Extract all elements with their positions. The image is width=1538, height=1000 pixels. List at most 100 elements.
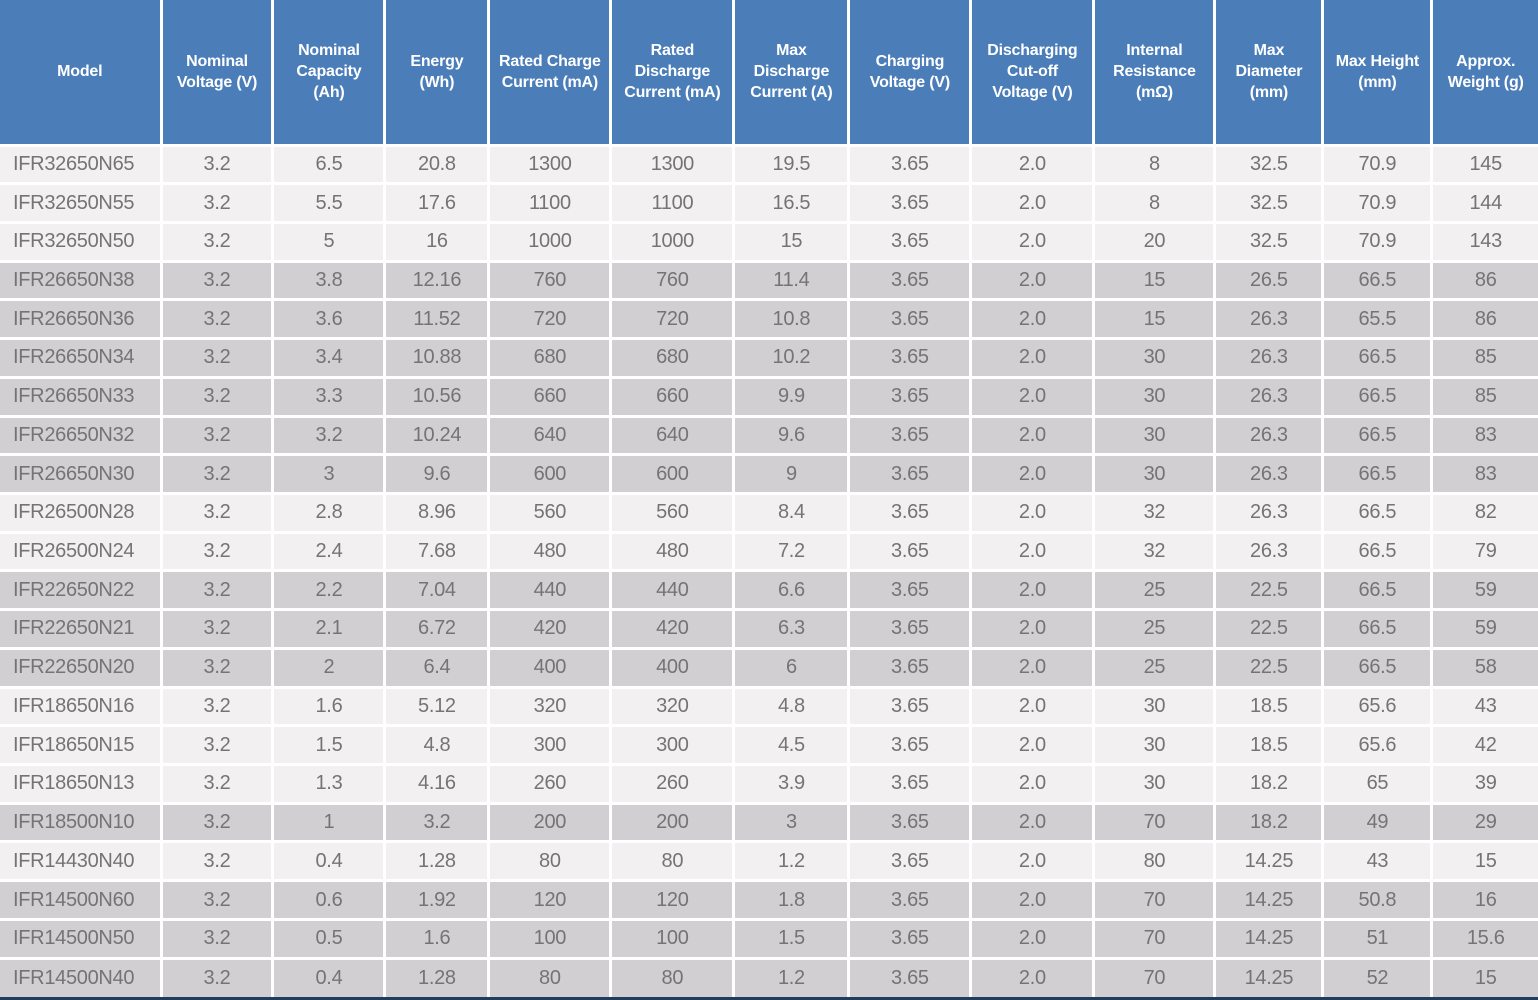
table-cell: 29 bbox=[1430, 801, 1538, 844]
table-cell: 2.0 bbox=[969, 182, 1096, 224]
table-cell: 85 bbox=[1430, 337, 1538, 379]
table-cell: 14.25 bbox=[1213, 840, 1325, 883]
table-cell: 3.4 bbox=[271, 337, 387, 379]
table-cell: 260 bbox=[609, 763, 736, 805]
header-cell-discharging-cutoff-voltage: Discharging Cut-off Voltage (V) bbox=[969, 0, 1096, 147]
table-cell: 3.2 bbox=[159, 414, 275, 457]
table-cell: 80 bbox=[1092, 840, 1217, 883]
table-cell: 760 bbox=[487, 259, 613, 302]
table-row: IFR14500N50 3.2 0.5 1.6 100 100 1.5 3.65 2.0 70 14… bbox=[0, 917, 1538, 960]
table-cell: 26.3 bbox=[1213, 375, 1325, 418]
table-cell: 2.0 bbox=[969, 956, 1096, 997]
table-cell: 3.65 bbox=[847, 646, 973, 689]
header-cell-charging-voltage: Charging Voltage (V) bbox=[847, 0, 973, 147]
table-cell: 58 bbox=[1430, 646, 1538, 689]
table-cell: 66.5 bbox=[1321, 569, 1434, 612]
table-cell: 3.2 bbox=[159, 840, 275, 883]
table-cell: 120 bbox=[609, 879, 736, 921]
table-cell: 5 bbox=[271, 220, 387, 263]
table-cell: 5.5 bbox=[271, 182, 387, 224]
model-cell: IFR22650N21 bbox=[0, 608, 163, 650]
table-cell: 3.2 bbox=[159, 530, 275, 573]
table-cell: 2.0 bbox=[969, 724, 1096, 766]
table-cell: 32 bbox=[1092, 491, 1217, 534]
table-cell: 6.6 bbox=[732, 569, 851, 612]
table-cell: 0.6 bbox=[271, 879, 387, 921]
table-row: IFR18650N15 3.2 1.5 4.8 300 300 4.5 3.65 2.0 30 18… bbox=[0, 724, 1538, 766]
table-cell: 3.2 bbox=[159, 491, 275, 534]
header-cell-energy: Energy (Wh) bbox=[383, 0, 491, 147]
table-cell: 143 bbox=[1430, 220, 1538, 263]
table-cell: 18.5 bbox=[1213, 724, 1325, 766]
table-cell: 9.6 bbox=[732, 414, 851, 457]
table-cell: 3.65 bbox=[847, 259, 973, 302]
table-row: IFR26650N32 3.2 3.2 10.24 640 640 9.6 3.65 2.0 30… bbox=[0, 414, 1538, 457]
table-cell: 440 bbox=[487, 569, 613, 612]
table-row: IFR18650N13 3.2 1.3 4.16 260 260 3.9 3.65 2.0 30 1… bbox=[0, 763, 1538, 805]
model-cell: IFR26650N32 bbox=[0, 414, 163, 457]
table-cell: 17.6 bbox=[383, 182, 491, 224]
table-cell: 3.65 bbox=[847, 182, 973, 224]
table-cell: 1.6 bbox=[271, 685, 387, 728]
model-cell: IFR22650N20 bbox=[0, 646, 163, 689]
table-cell: 26.5 bbox=[1213, 259, 1325, 302]
table-cell: 12.16 bbox=[383, 259, 491, 302]
header-cell-max-discharge-current: Max Discharge Current (A) bbox=[732, 0, 851, 147]
table-cell: 70.9 bbox=[1321, 143, 1434, 186]
table-cell: 83 bbox=[1430, 453, 1538, 495]
table-cell: 3.8 bbox=[271, 259, 387, 302]
model-cell: IFR26500N24 bbox=[0, 530, 163, 573]
table-cell: 30 bbox=[1092, 685, 1217, 728]
table-cell: 82 bbox=[1430, 491, 1538, 534]
table-row: IFR22650N21 3.2 2.1 6.72 420 420 6.3 3.65 2.0 25 2… bbox=[0, 608, 1538, 650]
header-cell-internal-resistance: Internal Resistance (mΩ) bbox=[1092, 0, 1217, 147]
table-cell: 3.65 bbox=[847, 143, 973, 186]
table-cell: 2.0 bbox=[969, 530, 1096, 573]
table-cell: 7.68 bbox=[383, 530, 491, 573]
table-cell: 1300 bbox=[609, 143, 736, 186]
table-cell: 66.5 bbox=[1321, 646, 1434, 689]
table-cell: 15 bbox=[1430, 956, 1538, 997]
table-cell: 560 bbox=[487, 491, 613, 534]
table-cell: 8.96 bbox=[383, 491, 491, 534]
table-cell: 300 bbox=[609, 724, 736, 766]
table-cell: 65 bbox=[1321, 763, 1434, 805]
table-cell: 3.2 bbox=[159, 608, 275, 650]
table-cell: 65.5 bbox=[1321, 298, 1434, 341]
table-cell: 100 bbox=[487, 917, 613, 960]
model-cell: IFR32650N65 bbox=[0, 143, 163, 186]
table-cell: 8.4 bbox=[732, 491, 851, 534]
table-row: IFR26650N38 3.2 3.8 12.16 760 760 11.4 3.65 2.0 1… bbox=[0, 259, 1538, 302]
table-cell: 10.8 bbox=[732, 298, 851, 341]
table-cell: 22.5 bbox=[1213, 608, 1325, 650]
model-cell: IFR32650N55 bbox=[0, 182, 163, 224]
table-cell: 3.65 bbox=[847, 840, 973, 883]
table-cell: 32.5 bbox=[1213, 220, 1325, 263]
header-cell-approx-weight: Approx. Weight (g) bbox=[1430, 0, 1538, 147]
table-cell: 3.65 bbox=[847, 491, 973, 534]
table-cell: 3.2 bbox=[159, 917, 275, 960]
table-cell: 4.8 bbox=[732, 685, 851, 728]
table-cell: 26.3 bbox=[1213, 453, 1325, 495]
table-cell: 18.2 bbox=[1213, 801, 1325, 844]
table-row: IFR26650N33 3.2 3.3 10.56 660 660 9.9 3.65 2.0 30… bbox=[0, 375, 1538, 418]
table-cell: 70 bbox=[1092, 879, 1217, 921]
table-cell: 80 bbox=[487, 956, 613, 997]
table-cell: 1.28 bbox=[383, 956, 491, 997]
table-cell: 79 bbox=[1430, 530, 1538, 573]
table-cell: 86 bbox=[1430, 298, 1538, 341]
table-cell: 15 bbox=[732, 220, 851, 263]
table-cell: 3.65 bbox=[847, 337, 973, 379]
table-cell: 7.04 bbox=[383, 569, 491, 612]
model-cell: IFR26650N38 bbox=[0, 259, 163, 302]
model-cell: IFR18650N16 bbox=[0, 685, 163, 728]
model-cell: IFR14500N40 bbox=[0, 956, 163, 997]
table-cell: 10.88 bbox=[383, 337, 491, 379]
table-cell: 66.5 bbox=[1321, 491, 1434, 534]
table-cell: 4.5 bbox=[732, 724, 851, 766]
table-header: Model Nominal Voltage (V) Nominal Capacity… bbox=[0, 0, 1538, 147]
table-cell: 100 bbox=[609, 917, 736, 960]
model-cell: IFR26500N28 bbox=[0, 491, 163, 534]
table-cell: 70.9 bbox=[1321, 182, 1434, 224]
model-cell: IFR26650N30 bbox=[0, 453, 163, 495]
